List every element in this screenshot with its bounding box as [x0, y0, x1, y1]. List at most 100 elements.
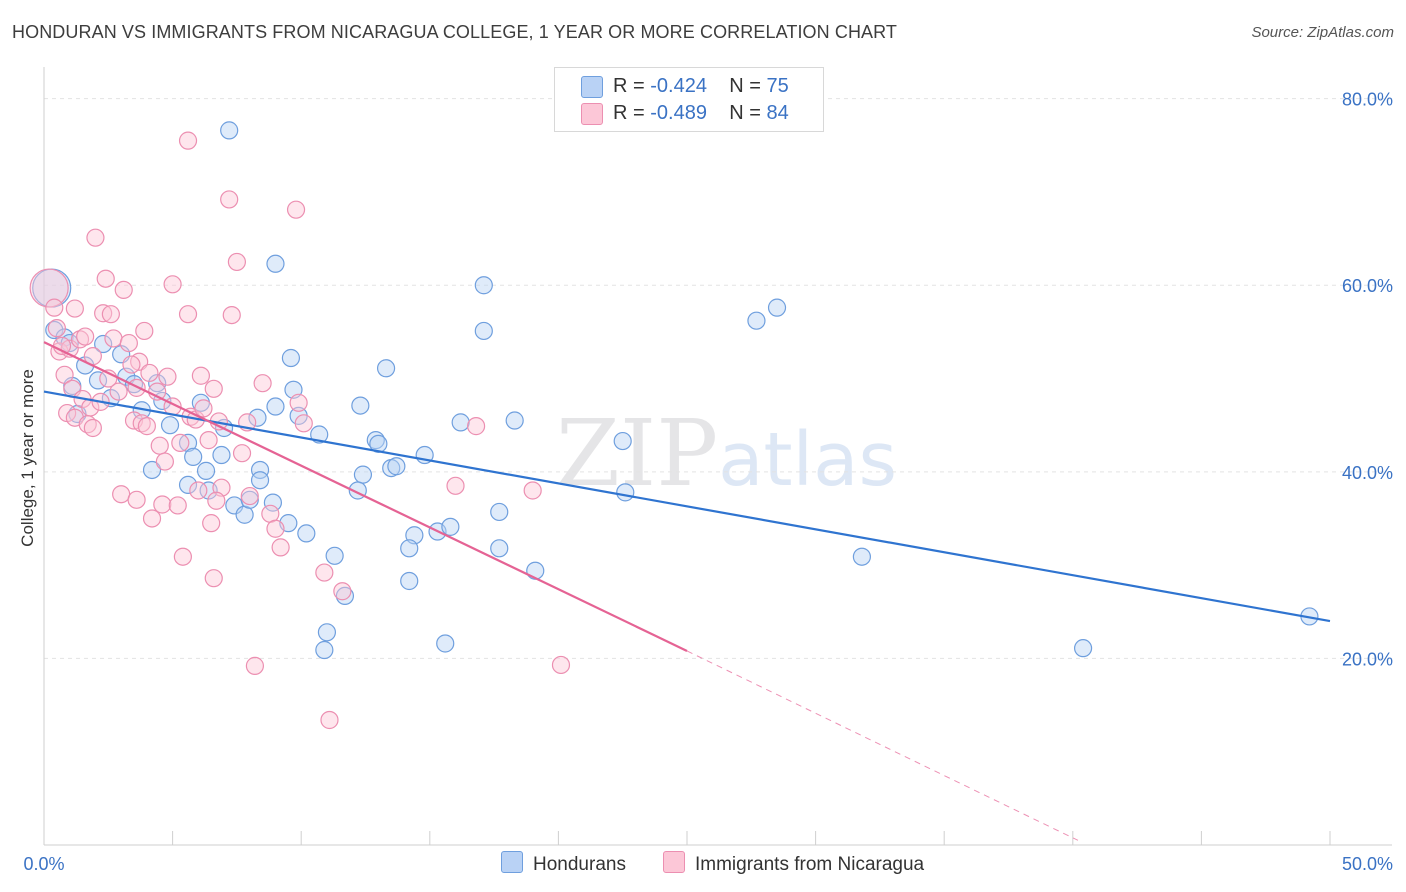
nicaragua-point: [204, 379, 223, 398]
nicaragua-point: [158, 367, 177, 386]
honduran-point: [613, 431, 632, 451]
honduran-point: [250, 471, 270, 490]
honduran-point: [160, 416, 180, 435]
honduran-point: [505, 411, 524, 430]
honduran-point: [387, 457, 406, 476]
bottom-legend-label: Hondurans: [533, 854, 626, 875]
bottom-legend-swatch-blue: [501, 851, 523, 873]
nicaragua-point: [65, 299, 84, 318]
nicaragua-point: [178, 305, 198, 324]
nicaragua-point: [132, 414, 151, 433]
x-tick-label: 0.0%: [23, 854, 64, 874]
honduran-point: [400, 539, 419, 558]
nicaragua-point: [466, 417, 486, 436]
legend-n-label: N =: [729, 102, 767, 124]
nicaragua-point: [135, 321, 154, 341]
honduran-point: [266, 254, 285, 273]
honduran-point: [1073, 639, 1093, 658]
nicaragua-point: [168, 496, 187, 515]
honduran-point: [474, 276, 493, 295]
honduran-point: [212, 445, 231, 465]
honduran-point: [451, 413, 470, 432]
honduran-point: [376, 359, 396, 378]
honduran-point: [353, 465, 373, 484]
honduran-point: [747, 311, 766, 330]
nicaragua-point: [227, 252, 246, 272]
honduran-point: [310, 425, 329, 444]
nicaragua-point: [523, 481, 542, 500]
honduran-point: [436, 634, 455, 653]
nicaragua-point: [137, 417, 156, 436]
watermark-zip: ZIP: [556, 400, 719, 507]
nicaragua-point: [315, 563, 334, 582]
honduran-point: [490, 502, 509, 522]
bottom-legend-swatch-pink: [663, 851, 685, 873]
source-label: Source: ZipAtlas.com: [1251, 24, 1394, 41]
nicaragua-point: [122, 355, 141, 374]
nicaragua-point: [153, 495, 172, 514]
honduran-point: [196, 461, 216, 480]
honduran-point: [263, 493, 283, 512]
nicaragua-point: [101, 305, 120, 324]
honduran-point: [94, 334, 113, 354]
honduran-point: [297, 524, 316, 543]
honduran-point: [325, 546, 344, 565]
nicaragua-point: [86, 228, 105, 247]
legend-box: R = -0.424 N = 75 R = -0.489 N = 84: [554, 67, 824, 132]
nicaragua-point: [204, 569, 223, 588]
nicaragua-point: [320, 710, 339, 730]
legend-r-label: R =: [613, 75, 651, 97]
nicaragua-point: [294, 414, 313, 433]
nicaragua-point: [271, 538, 290, 557]
honduran-point: [400, 571, 419, 591]
honduran-point: [184, 447, 203, 467]
nicaragua-point: [112, 485, 131, 504]
nicaragua-point: [194, 399, 213, 418]
nicaragua-point: [207, 491, 226, 510]
honduran-point: [250, 460, 270, 480]
nicaragua-point: [266, 519, 285, 538]
nicaragua-point: [333, 582, 352, 601]
nicaragua-trend-extension: [686, 650, 1079, 841]
nicaragua-point: [104, 329, 123, 348]
nicaragua-point: [45, 298, 64, 317]
bottom-legend-hondurans: Hondurans: [501, 851, 626, 876]
honduran-point: [45, 320, 64, 340]
honduran-point: [490, 539, 509, 558]
nicaragua-point: [142, 509, 162, 528]
nicaragua-point: [199, 431, 218, 450]
bottom-legend-label: Immigrants from Nicaragua: [695, 854, 925, 875]
nicaragua-point: [29, 268, 69, 308]
nicaragua-point: [109, 382, 128, 401]
y-axis-title: College, 1 year or more: [18, 369, 37, 547]
nicaragua-point: [127, 378, 146, 397]
honduran-point: [526, 561, 545, 580]
nicaragua-point: [96, 269, 115, 288]
y-tick-label: 40.0%: [1342, 463, 1393, 483]
nicaragua-point: [240, 486, 259, 506]
watermark-atlas: atlas: [718, 417, 897, 503]
x-tick-label: 50.0%: [1342, 854, 1393, 874]
nicaragua-point: [232, 444, 252, 463]
honduran-point: [767, 298, 787, 317]
bottom-legend-nicaragua: Immigrants from Nicaragua: [663, 851, 924, 876]
legend-r-label: R =: [613, 102, 651, 124]
nicaragua-point: [178, 131, 198, 150]
legend-r-value: -0.424: [650, 75, 707, 97]
honduran-point: [281, 348, 301, 368]
nicaragua-point: [189, 481, 208, 500]
nicaragua-point: [70, 330, 90, 349]
nicaragua-point: [220, 190, 239, 209]
legend-n-value: 75: [766, 75, 789, 97]
honduran-point: [178, 433, 198, 453]
nicaragua-point: [94, 304, 113, 323]
legend-r-value: -0.489: [650, 102, 707, 124]
nicaragua-point: [127, 490, 146, 509]
nicaragua-point: [171, 433, 190, 453]
watermark: ZIPatlas: [556, 400, 897, 507]
honduran-point: [315, 640, 334, 660]
legend-n-label: N =: [729, 75, 767, 97]
nicaragua-point: [150, 436, 169, 455]
legend-swatch-blue: [581, 76, 603, 98]
